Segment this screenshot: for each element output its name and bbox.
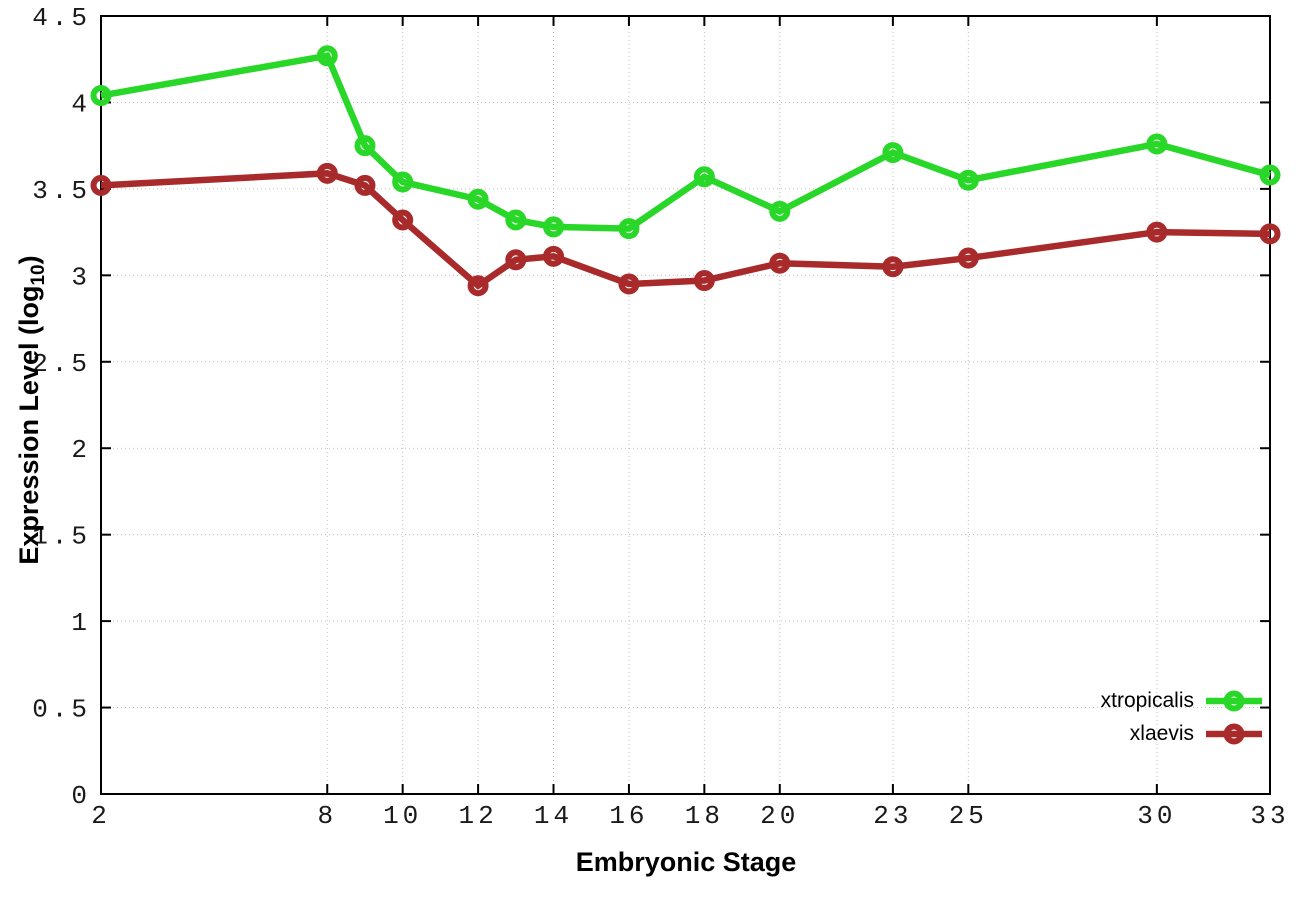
data-point-xlaevis <box>392 209 414 231</box>
data-point-xlaevis <box>467 275 489 297</box>
legend-item-xtropicalis: xtropicalis <box>1101 686 1262 716</box>
y-tick-label: 0.5 <box>32 695 91 725</box>
legend-item-xlaevis: xlaevis <box>1101 719 1262 749</box>
data-point-xtropicalis <box>1259 164 1281 186</box>
data-point-xlaevis <box>769 252 791 274</box>
data-point-xtropicalis <box>543 216 565 238</box>
data-point-xtropicalis <box>882 142 904 164</box>
x-tick-label: 20 <box>760 801 799 831</box>
x-tick-label: 8 <box>317 801 337 831</box>
legend-label-xlaevis: xlaevis <box>1129 722 1194 745</box>
data-point-xtropicalis <box>354 135 376 157</box>
x-tick-label: 25 <box>949 801 988 831</box>
y-tick-label: 0 <box>71 781 91 811</box>
data-point-xtropicalis <box>90 85 112 107</box>
x-tick-label: 18 <box>685 801 724 831</box>
data-point-xtropicalis <box>316 45 338 67</box>
data-point-xlaevis <box>1259 223 1281 245</box>
x-axis-title: Embryonic Stage <box>575 847 797 877</box>
y-axis-title-subscript: 10 <box>28 264 50 286</box>
y-axis-title: Expression Level (log10) <box>14 255 50 564</box>
y-tick-label: 2.5 <box>32 349 91 379</box>
data-point-xtropicalis <box>693 166 715 188</box>
data-point-xtropicalis <box>467 188 489 210</box>
data-point-xtropicalis <box>957 169 979 191</box>
data-point-xtropicalis <box>618 218 640 240</box>
legend-sample-marker <box>1223 690 1245 712</box>
data-point-xlaevis <box>505 249 527 271</box>
x-tick-label: 23 <box>873 801 912 831</box>
data-point-xtropicalis <box>392 171 414 193</box>
plot-border <box>100 15 1271 795</box>
series-line-xtropicalis <box>100 52 1271 232</box>
legend-sample-xlaevis <box>1206 723 1262 745</box>
legend-sample-xtropicalis <box>1206 690 1262 712</box>
data-point-xtropicalis <box>769 200 791 222</box>
data-point-xlaevis <box>957 247 979 269</box>
data-point-xtropicalis <box>1146 133 1168 155</box>
legend: xtropicalis xlaevis <box>1101 686 1262 749</box>
data-point-xlaevis <box>882 256 904 278</box>
x-tick-label: 33 <box>1250 801 1289 831</box>
data-point-xlaevis <box>543 245 565 267</box>
data-point-xlaevis <box>1146 221 1168 243</box>
data-point-xlaevis <box>354 174 376 196</box>
y-tick-label: 4 <box>71 89 91 119</box>
y-tick-label: 1.5 <box>32 522 91 552</box>
y-axis-title-text: Expression Level (log <box>13 285 44 565</box>
x-tick-label: 30 <box>1137 801 1176 831</box>
y-tick-label: 1 <box>71 608 91 638</box>
legend-sample-marker <box>1223 723 1245 745</box>
data-point-xlaevis <box>90 174 112 196</box>
x-tick-label: 10 <box>383 801 422 831</box>
x-tick-label: 12 <box>458 801 497 831</box>
y-tick-label: 3.5 <box>32 176 91 206</box>
x-tick-label: 14 <box>534 801 573 831</box>
y-axis-title-suffix: ) <box>13 255 44 265</box>
y-tick-label: 2 <box>71 435 91 465</box>
data-point-xtropicalis <box>505 209 527 231</box>
data-point-xlaevis <box>693 270 715 292</box>
x-tick-label: 16 <box>609 801 648 831</box>
data-point-xlaevis <box>316 162 338 184</box>
x-tick-label: 2 <box>91 801 111 831</box>
legend-label-xtropicalis: xtropicalis <box>1100 689 1194 712</box>
y-tick-label: 3 <box>71 262 91 292</box>
data-point-xlaevis <box>618 273 640 295</box>
y-tick-label: 4.5 <box>32 3 91 33</box>
